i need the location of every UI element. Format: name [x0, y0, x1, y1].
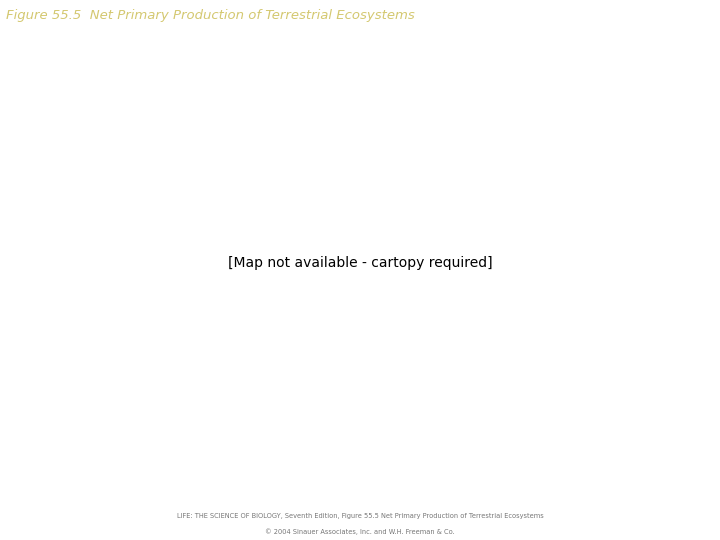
Text: LIFE: THE SCIENCE OF BIOLOGY, Seventh Edition, Figure 55.5 Net Primary Productio: LIFE: THE SCIENCE OF BIOLOGY, Seventh Ed… [176, 513, 544, 519]
Text: [Map not available - cartopy required]: [Map not available - cartopy required] [228, 256, 492, 270]
Text: © 2004 Sinauer Associates, Inc. and W.H. Freeman & Co.: © 2004 Sinauer Associates, Inc. and W.H.… [265, 528, 455, 535]
Text: Figure 55.5  Net Primary Production of Terrestrial Ecosystems: Figure 55.5 Net Primary Production of Te… [6, 9, 415, 22]
